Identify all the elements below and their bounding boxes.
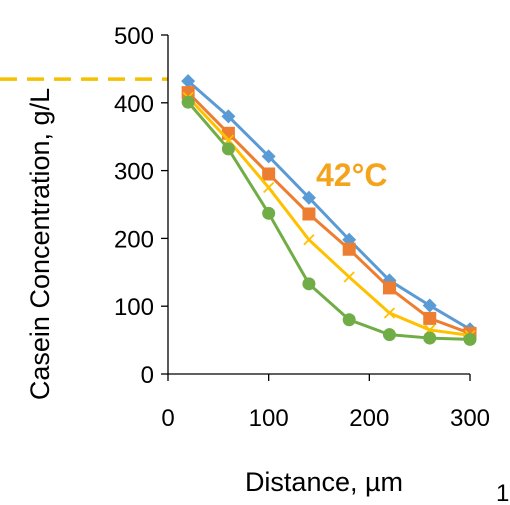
data-point-series-4	[262, 206, 276, 220]
data-point-series-1	[181, 74, 196, 89]
y-tick-label: 500	[114, 23, 154, 50]
x-tick-label: 300	[450, 405, 490, 432]
y-tick-label: 0	[141, 362, 154, 389]
data-point-series-1	[422, 298, 437, 313]
y-axis-title: Casein Concentration, g/L	[25, 88, 55, 400]
data-point-series-4	[463, 332, 477, 346]
data-point-series-2	[342, 242, 356, 256]
series-line-4	[186, 101, 471, 341]
data-point-series-2	[262, 167, 276, 181]
series-line-3	[187, 96, 471, 337]
y-ticks: 0 100 200 300 400 500	[114, 23, 168, 389]
data-point-series-3	[343, 271, 355, 283]
data-point-series-2	[181, 86, 195, 100]
data-point-series-3	[383, 307, 396, 319]
y-tick-label: 400	[114, 91, 154, 118]
data-point-series-1	[301, 190, 316, 205]
data-point-series-3	[263, 181, 275, 194]
data-point-series-4	[181, 95, 195, 109]
page-number-fragment: 1	[496, 480, 509, 505]
data-point-series-1	[221, 109, 236, 124]
data-point-series-4	[342, 313, 356, 327]
y-tick-label: 100	[114, 294, 154, 321]
x-tick-label: 0	[161, 405, 174, 432]
x-axis-title: Distance, µm	[245, 467, 403, 497]
data-point-series-4	[302, 277, 316, 291]
series-group	[181, 74, 477, 346]
temperature-annotation: 42°C	[316, 157, 388, 193]
data-point-series-4	[382, 328, 396, 342]
series-line-1	[187, 79, 471, 331]
data-point-series-2	[302, 207, 316, 221]
x-tick-label: 100	[249, 405, 289, 432]
x-ticks: 0 100 200 300	[161, 374, 490, 432]
data-point-series-3	[303, 234, 315, 246]
data-point-series-2	[423, 311, 437, 325]
y-tick-label: 300	[114, 159, 154, 186]
data-point-series-4	[423, 331, 437, 345]
data-point-series-1	[261, 149, 276, 164]
y-tick-label: 200	[114, 226, 154, 253]
series-line-2	[187, 91, 471, 335]
x-tick-label: 200	[349, 405, 389, 432]
data-point-series-4	[221, 142, 235, 156]
data-point-series-2	[382, 281, 396, 295]
